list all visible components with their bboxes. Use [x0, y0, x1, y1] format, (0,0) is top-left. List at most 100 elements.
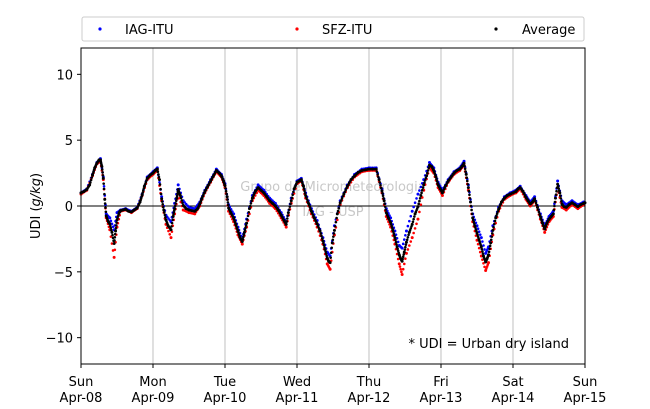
data-point	[495, 212, 499, 215]
x-tick-label-date: Apr-09	[132, 391, 175, 406]
data-point	[158, 181, 161, 184]
data-point	[381, 192, 384, 195]
data-point	[479, 236, 483, 240]
data-point	[241, 237, 245, 241]
data-point	[328, 261, 332, 265]
data-point	[479, 254, 483, 258]
y-tick-label: 10	[56, 68, 73, 83]
x-tick-label-day: Mon	[139, 375, 166, 390]
data-point	[399, 267, 402, 271]
data-point	[381, 194, 385, 198]
x-axis: SunApr-08MonApr-09TueApr-10WedApr-11ThuA…	[60, 364, 606, 406]
data-point	[104, 210, 108, 214]
data-point	[115, 221, 118, 224]
data-point	[538, 212, 541, 216]
data-point	[338, 204, 341, 207]
data-point	[377, 178, 381, 182]
data-point	[140, 193, 144, 197]
y-axis: −10 −5 0 5 10	[46, 68, 81, 347]
data-point	[467, 189, 471, 193]
data-point	[224, 189, 228, 193]
data-point	[101, 176, 105, 180]
data-point	[113, 235, 117, 239]
data-point	[397, 262, 401, 266]
data-point	[330, 241, 334, 245]
data-point	[407, 233, 410, 237]
data-point	[110, 222, 114, 226]
data-point	[533, 197, 537, 201]
data-point	[425, 174, 429, 178]
data-point	[303, 189, 306, 193]
data-point	[418, 199, 421, 203]
data-point	[408, 229, 412, 232]
data-point	[554, 193, 558, 196]
data-point	[402, 238, 406, 241]
data-point	[406, 248, 410, 251]
data-point	[479, 245, 483, 249]
data-point	[337, 207, 341, 210]
data-point	[404, 240, 408, 244]
data-point	[421, 186, 425, 189]
data-point	[102, 187, 106, 191]
data-point	[382, 196, 385, 200]
data-point	[468, 197, 472, 200]
data-point	[344, 188, 347, 192]
data-point	[491, 228, 495, 232]
data-point	[413, 215, 416, 218]
data-point	[559, 194, 562, 197]
x-tick-label-day: Fri	[433, 375, 449, 390]
watermark-line-1: Grupo de Micrometeorologia	[240, 180, 426, 195]
data-point	[88, 183, 92, 187]
data-point	[415, 197, 418, 200]
data-point	[404, 257, 407, 260]
legend-label: IAG-ITU	[125, 23, 174, 38]
data-point	[176, 183, 180, 187]
x-tick-label-day: Sun	[573, 375, 598, 390]
annotation-text: * UDI = Urban dry island	[409, 337, 569, 352]
legend-marker	[494, 27, 498, 31]
data-point	[109, 219, 113, 223]
data-point	[287, 208, 291, 211]
data-point	[482, 261, 485, 265]
data-point	[404, 251, 408, 255]
data-point	[383, 205, 387, 208]
data-point	[423, 181, 426, 184]
data-point	[193, 212, 197, 216]
data-point	[112, 242, 116, 246]
data-point	[418, 210, 421, 214]
data-point	[401, 267, 405, 271]
data-point	[476, 242, 480, 246]
data-point	[556, 185, 560, 188]
data-point	[392, 230, 395, 233]
data-point	[114, 224, 118, 227]
data-point	[169, 236, 173, 240]
data-point	[286, 211, 290, 215]
data-point	[552, 208, 556, 212]
data-point	[490, 235, 494, 238]
data-point	[382, 199, 386, 203]
data-point	[419, 203, 423, 206]
data-point	[113, 232, 117, 236]
data-point	[489, 238, 493, 242]
y-tick-label: 5	[65, 134, 73, 149]
data-point	[290, 196, 294, 200]
data-point	[409, 214, 413, 218]
data-point	[413, 227, 417, 230]
data-point	[379, 183, 382, 187]
data-point	[465, 176, 469, 179]
data-point	[495, 214, 498, 218]
data-point	[410, 209, 414, 213]
data-point	[284, 222, 288, 226]
data-point	[100, 165, 104, 168]
data-point	[408, 244, 411, 247]
data-point	[536, 208, 540, 211]
data-point	[483, 248, 486, 251]
data-point	[384, 208, 388, 211]
x-tick-label-date: Apr-11	[276, 391, 319, 406]
data-point	[108, 222, 112, 226]
data-point	[112, 255, 116, 259]
data-point	[412, 205, 415, 209]
data-point	[174, 202, 177, 205]
data-point	[89, 178, 93, 182]
data-point	[175, 194, 179, 198]
